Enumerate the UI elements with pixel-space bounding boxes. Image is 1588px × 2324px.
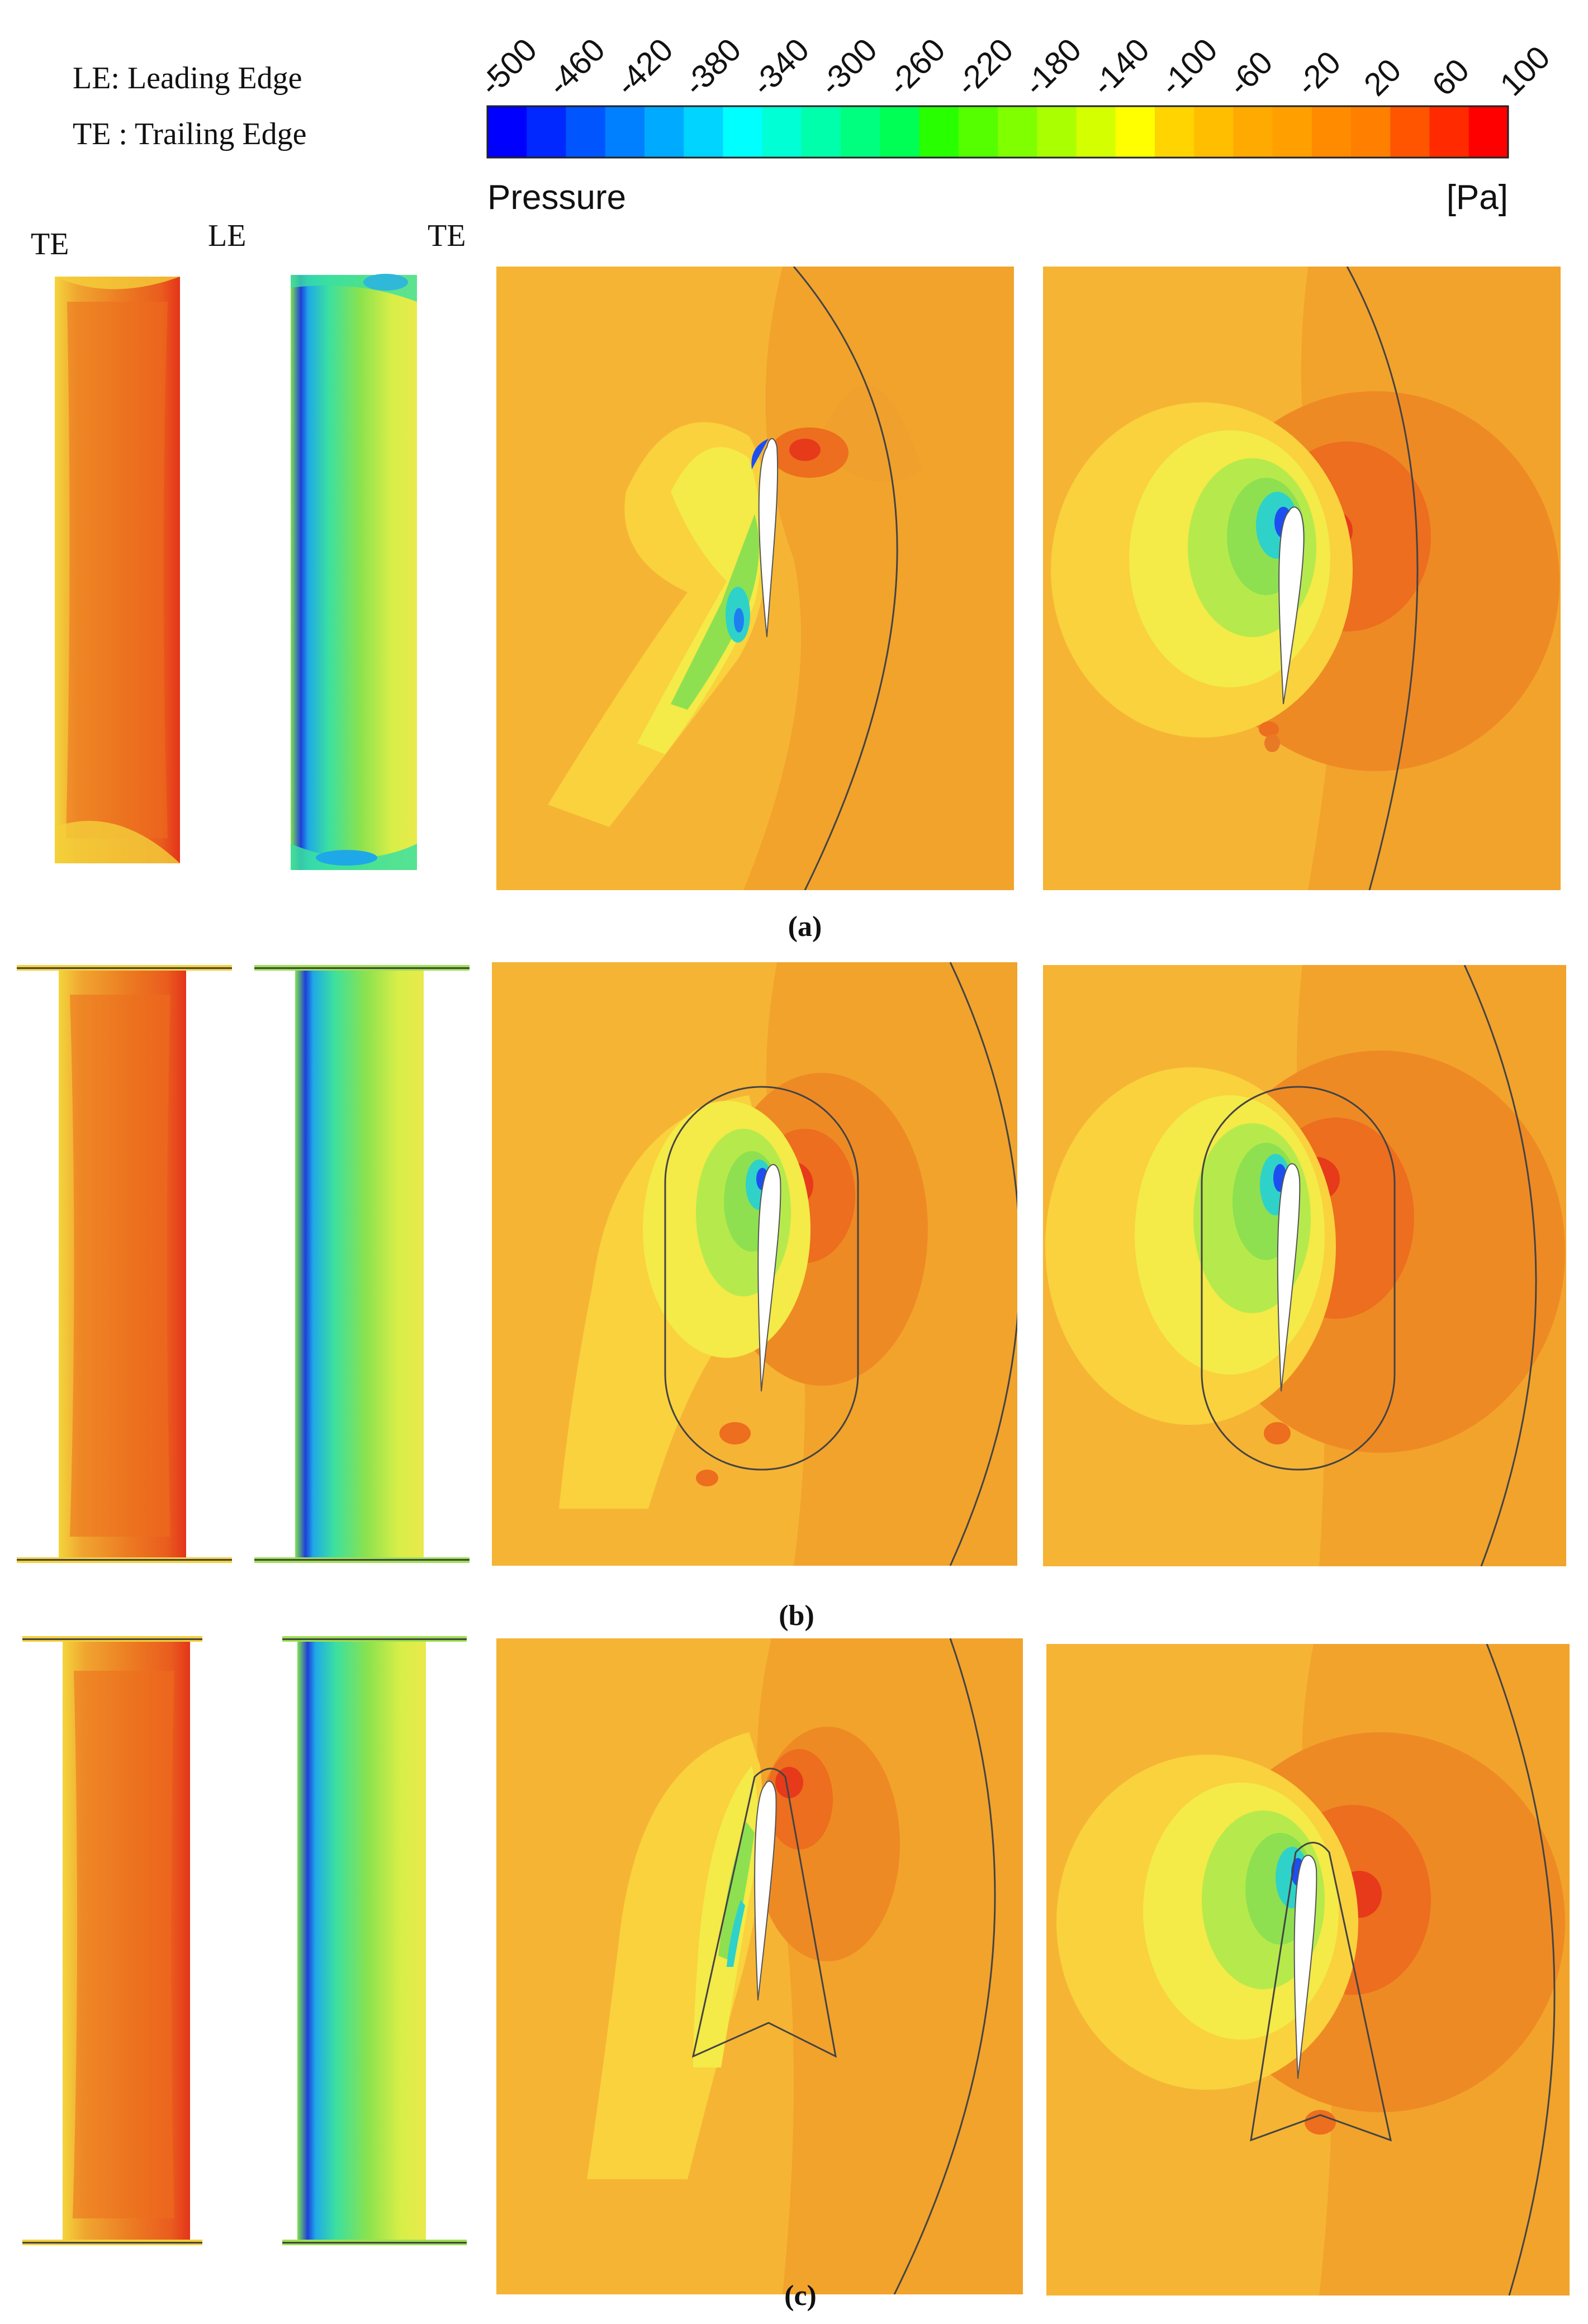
rotor-interface-arc: [1346, 267, 1419, 890]
airfoil: [757, 1164, 781, 1392]
colorbar-tick-label: 20: [1357, 52, 1409, 103]
rotor-interface-arc: [949, 962, 1017, 1566]
colorbar-swatch: [762, 106, 802, 158]
colorbar-tick-labels: -500-460-420-380-340-300-260-220-180-140…: [472, 31, 1557, 103]
blade-surface-trailing-edge-view: [17, 965, 232, 1563]
leading-edge-note: LE: Leading Edge: [73, 61, 302, 96]
colorbar-tick-label: -460: [541, 31, 612, 103]
panel-b: (b): [17, 962, 1566, 1632]
colorbar-swatch: [801, 106, 841, 158]
airfoil: [758, 438, 779, 638]
colorbar-swatch: [1311, 106, 1352, 158]
colorbar-swatch: [527, 106, 567, 158]
colorbar-swatch: [919, 106, 959, 158]
colorbar-swatch: [1272, 106, 1312, 158]
colorbar-unit: [Pa]: [1447, 178, 1508, 217]
edge-label-te-left: TE: [31, 227, 69, 262]
colorbar-swatch: [1154, 106, 1194, 158]
colorbar-swatch: [880, 106, 920, 158]
colorbar-tick-label: -340: [745, 31, 816, 103]
edge-labels: TE LE TE: [31, 218, 466, 262]
rotor-interface-arc: [1463, 965, 1537, 1566]
colorbar-swatch: [1468, 106, 1509, 158]
colorbar-swatch: [1390, 106, 1430, 158]
colorbar-swatch: [1037, 106, 1077, 158]
blade-surface: [291, 275, 417, 870]
colorbar-tick-label: -220: [949, 31, 1020, 103]
panel-caption: (c): [784, 2280, 817, 2312]
pressure-contour-a1: [496, 267, 1014, 890]
deflector-outline: [1250, 1842, 1392, 2142]
colorbar-swatch: [841, 106, 880, 158]
pressure-contour-c2: [1046, 1644, 1570, 2296]
rotor-interface-arc: [893, 1638, 996, 2294]
pressure-contour-b2: [1043, 965, 1566, 1566]
blade-surface-trailing-edge-view: [22, 1636, 202, 2245]
colorbar-tick-label: 60: [1425, 52, 1476, 103]
colorbar-tick-label: -420: [609, 31, 680, 103]
colorbar-tick-label: -180: [1017, 31, 1088, 103]
colorbar-swatch: [487, 106, 527, 158]
pressure-contour-a2: [1043, 267, 1561, 890]
colorbar-tick-label: -20: [1289, 44, 1348, 103]
pressure-contour-b1: [492, 962, 1017, 1566]
panel-a: (a): [55, 267, 1561, 943]
rotor-interface-arc: [793, 267, 898, 890]
colorbar-tick-label: -380: [676, 31, 748, 103]
colorbar-frame: [486, 105, 1509, 159]
colorbar-tick-label: -140: [1085, 31, 1156, 103]
airfoil: [1278, 506, 1305, 705]
colorbar-stripes: [487, 106, 1509, 158]
colorbar-swatch: [605, 106, 645, 158]
colorbar-swatch: [998, 106, 1037, 158]
blade-surface-leading-edge-view: [282, 1636, 467, 2245]
deflector-outline: [691, 1767, 837, 2058]
deflector-shroud-outline: [1201, 1086, 1396, 1471]
panel-caption: (a): [788, 911, 822, 943]
colorbar-swatch: [566, 106, 606, 158]
edge-label-te-right: TE: [428, 218, 466, 253]
colorbar-swatch: [723, 106, 763, 158]
blade-surface-leading-edge-view: [254, 965, 470, 1563]
colorbar-tick-label: -300: [813, 31, 884, 103]
colorbar-tick-label: -500: [472, 31, 544, 103]
blade-surface-leading-edge-view: [291, 274, 417, 870]
colorbar-swatch: [644, 106, 684, 158]
colorbar-swatch: [1351, 106, 1391, 158]
panel-c: (c): [22, 1636, 1570, 2312]
blade-surface: [295, 968, 424, 1560]
colorbar-swatch: [684, 106, 723, 158]
blade-surface-trailing-edge-view: [55, 277, 180, 863]
pressure-colorbar: -500-460-420-380-340-300-260-220-180-140…: [472, 31, 1557, 217]
colorbar-swatch: [1076, 106, 1116, 158]
colorbar-tick-label: 100: [1493, 39, 1557, 103]
colorbar-title: Pressure: [487, 178, 626, 217]
colorbar-swatch: [1429, 106, 1470, 158]
rotor-interface-arc: [1486, 1644, 1556, 2296]
panel-caption: (b): [779, 1600, 814, 1632]
pressure-contour-c1: [496, 1638, 1023, 2294]
trailing-edge-note: TE : Trailing Edge: [73, 117, 306, 151]
blade-surface: [297, 1640, 426, 2242]
deflector-shroud-outline: [664, 1086, 859, 1471]
airfoil: [754, 1780, 777, 2001]
colorbar-tick-label: -100: [1153, 31, 1225, 103]
colorbar-swatch: [958, 106, 998, 158]
colorbar-swatch: [1115, 106, 1155, 158]
colorbar-tick-label: -260: [881, 31, 952, 103]
colorbar-swatch: [1194, 106, 1234, 158]
legend-notes: LE: Leading Edge TE : Trailing Edge: [73, 61, 306, 151]
airfoil: [1293, 1855, 1317, 2079]
colorbar-swatch: [1233, 106, 1273, 158]
colorbar-tick-label: -60: [1221, 44, 1279, 103]
airfoil: [1277, 1163, 1301, 1392]
edge-label-le: LE: [208, 218, 246, 253]
